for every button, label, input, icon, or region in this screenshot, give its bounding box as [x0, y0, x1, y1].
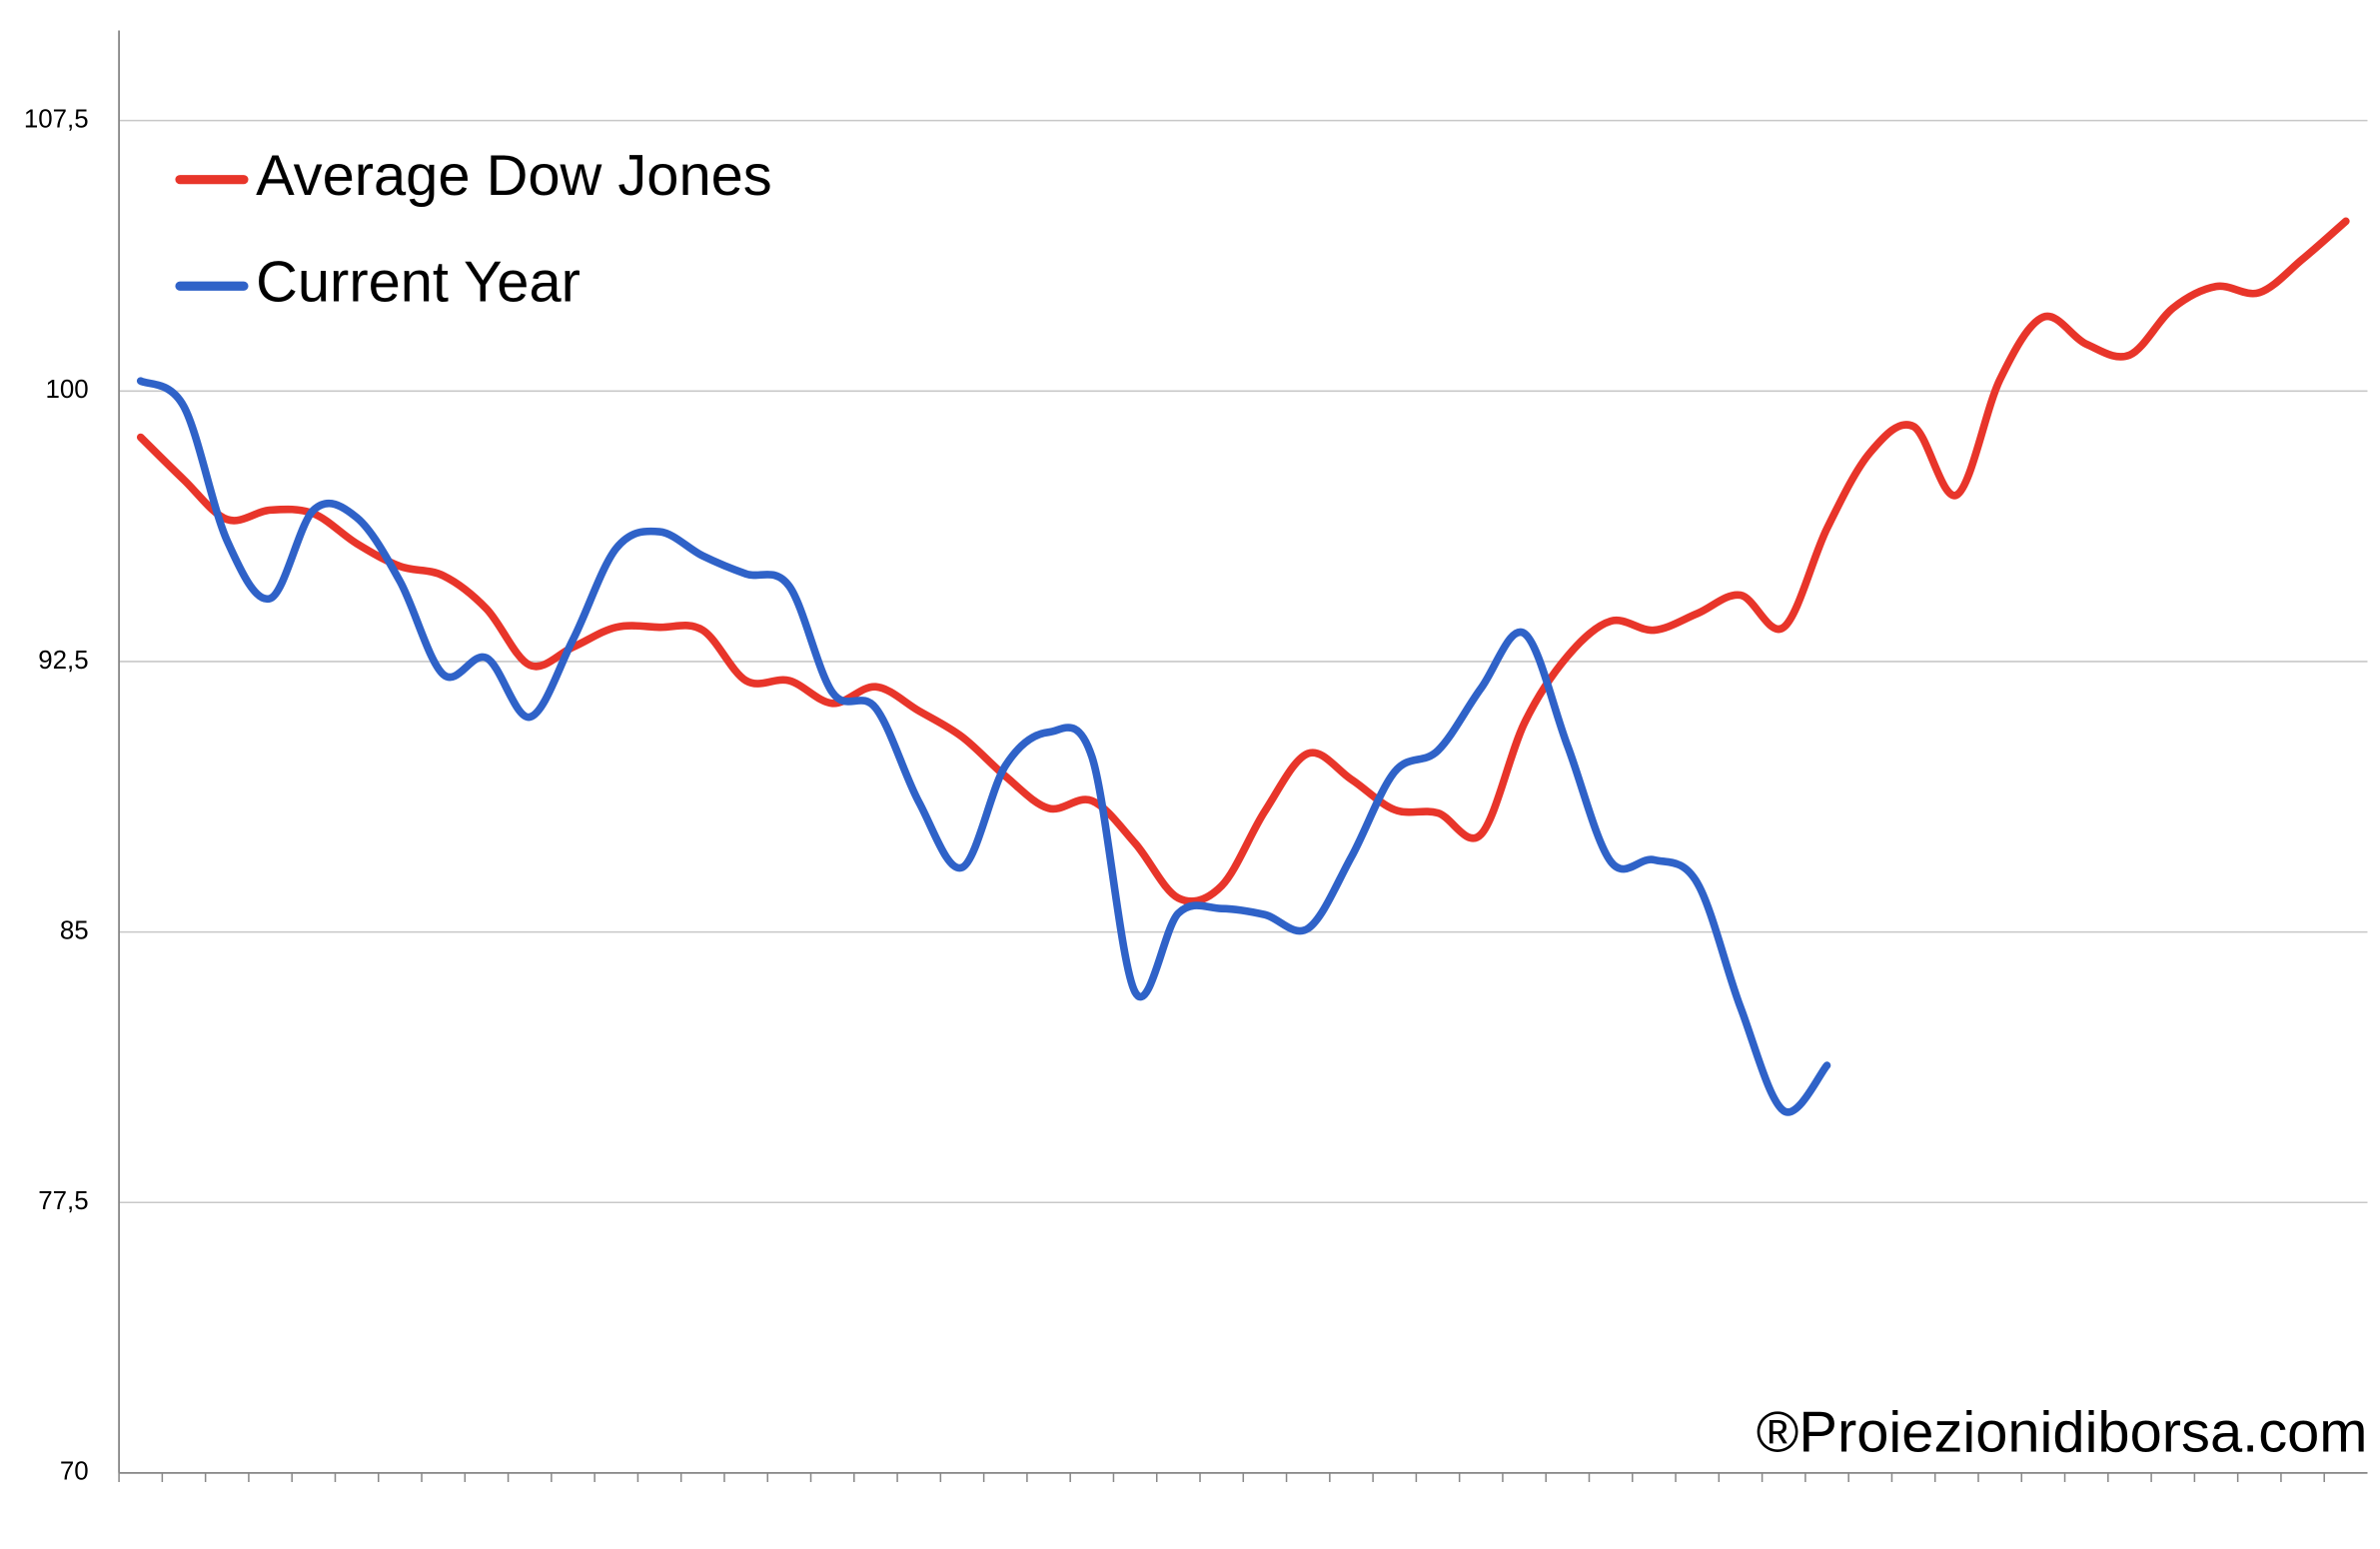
x-tick-label: 34	[1553, 1546, 1582, 1549]
x-tick-label: 31	[1424, 1546, 1453, 1549]
x-tick-label: 4	[263, 1546, 277, 1549]
legend-label: Current Year	[256, 251, 581, 315]
x-tick-label: 50	[2245, 1546, 2274, 1549]
x-tick-label: 19	[904, 1546, 933, 1549]
x-tick-label: 1	[134, 1546, 148, 1549]
x-tick-label: 23	[1077, 1546, 1106, 1549]
x-tick-label: 26	[1207, 1546, 1236, 1549]
x-tick-label: 22	[1034, 1546, 1063, 1549]
y-tick-label: 70	[60, 1458, 89, 1486]
x-tick-label: 36	[1640, 1546, 1669, 1549]
x-tick-label: 49	[2202, 1546, 2231, 1549]
x-tick-label: 35	[1597, 1546, 1626, 1549]
x-tick-label: 5	[307, 1546, 321, 1549]
legend-label: Average Dow Jones	[256, 144, 772, 208]
x-tick-label: 13	[645, 1546, 674, 1549]
x-tick-label: 2	[177, 1546, 191, 1549]
x-tick-label: 6	[350, 1546, 364, 1549]
x-tick-label: 18	[861, 1546, 890, 1549]
x-tick-label: 29	[1337, 1546, 1366, 1549]
x-tick-label: 14	[688, 1546, 717, 1549]
x-tick-label: 11	[560, 1546, 587, 1549]
x-tick-label: 21	[991, 1546, 1020, 1549]
x-tick-label: 33	[1510, 1546, 1539, 1549]
series-line	[136, 377, 1831, 1116]
x-tick-label: 27	[1251, 1546, 1280, 1549]
x-tick-label: 51	[2288, 1546, 2317, 1549]
x-tick-label: 47	[2115, 1546, 2144, 1549]
x-tick-label: 37	[1683, 1546, 1712, 1549]
x-tick-label: 52	[2331, 1546, 2360, 1549]
x-tick-label: 25	[1164, 1546, 1193, 1549]
watermark: ®Proiezionidiborsa.com	[1757, 1401, 2368, 1465]
x-tick-label: 44	[1985, 1546, 2014, 1549]
y-tick-label: 100	[45, 376, 88, 404]
y-tick-label: 107,5	[24, 106, 89, 134]
x-tick-label: 10	[516, 1546, 545, 1549]
x-tick-label: 17	[818, 1546, 847, 1549]
x-tick-label: 15	[731, 1546, 760, 1549]
x-tick-label: 7	[393, 1546, 407, 1549]
x-tick-label: 12	[601, 1546, 630, 1549]
x-tick-label: 41	[1855, 1546, 1884, 1549]
x-tick-label: 42	[1899, 1546, 1928, 1549]
x-tick-label: 3	[220, 1546, 234, 1549]
x-tick-label: 32	[1467, 1546, 1496, 1549]
series-line	[136, 217, 2350, 905]
x-tick-label: 16	[774, 1546, 803, 1549]
y-tick-label: 85	[60, 916, 89, 944]
x-tick-label: 9	[480, 1546, 494, 1549]
x-tick-label: 28	[1294, 1546, 1323, 1549]
x-tick-label: 24	[1121, 1546, 1150, 1549]
x-tick-label: 43	[1942, 1546, 1971, 1549]
x-tick-label: 38	[1727, 1546, 1756, 1549]
x-tick-label: 20	[948, 1546, 977, 1549]
y-tick-label: 77,5	[38, 1187, 88, 1215]
x-tick-label: 40	[1812, 1546, 1841, 1549]
x-tick-label: 46	[2072, 1546, 2101, 1549]
x-tick-label: 30	[1380, 1546, 1409, 1549]
x-tick-label: 8	[436, 1546, 450, 1549]
x-tick-label: 48	[2158, 1546, 2187, 1549]
x-tick-label: 39	[1770, 1546, 1798, 1549]
y-tick-label: 92,5	[38, 647, 88, 675]
x-tick-label: 45	[2029, 1546, 2058, 1549]
